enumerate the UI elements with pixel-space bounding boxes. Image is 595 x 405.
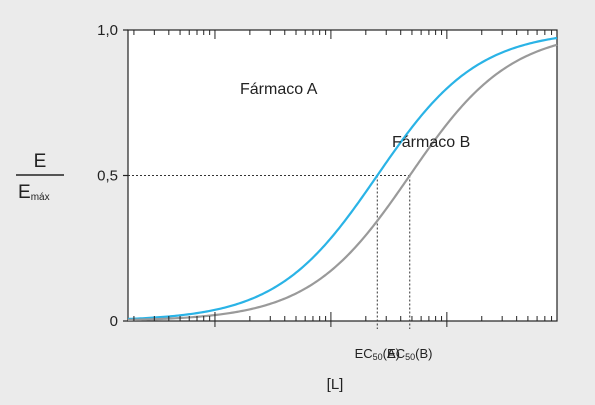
ec50-label-main-0: EC [355,346,373,361]
series-curve-1 [127,43,558,322]
x-axis-label: [L] [327,376,344,393]
y-tick-label-0: 0 [110,313,118,330]
y-tick-label-1: 0,5 [97,168,118,185]
y-axis-label-numerator: E [34,151,47,172]
y-axis-label-denominator: Emáx [18,182,50,203]
ec50-label-main-1: EC [387,346,405,361]
axis-ticks [123,29,553,327]
series-curves [127,36,558,322]
ec50-label-0: EC50(A) [355,346,400,362]
ec50-label-tail-1: (B) [415,346,432,361]
ec50-reference-lines [128,175,411,329]
ec50-label-tail-0: (A) [383,346,400,361]
ec50-label-sub-1: 50 [405,352,415,362]
y-axis-denominator-sub: máx [31,192,50,203]
series-curve-0 [127,36,558,321]
plot-frame [127,29,558,322]
series-label-0: Fármaco A [240,81,318,98]
y-tick-label-2: 1,0 [97,22,118,39]
ec50-label-sub-0: 50 [373,352,383,362]
y-axis-denominator-main: E [18,182,31,203]
plot-area [127,29,558,322]
ec50-label-1: EC50(B) [387,346,432,362]
series-label-1: Fármaco B [392,134,470,151]
